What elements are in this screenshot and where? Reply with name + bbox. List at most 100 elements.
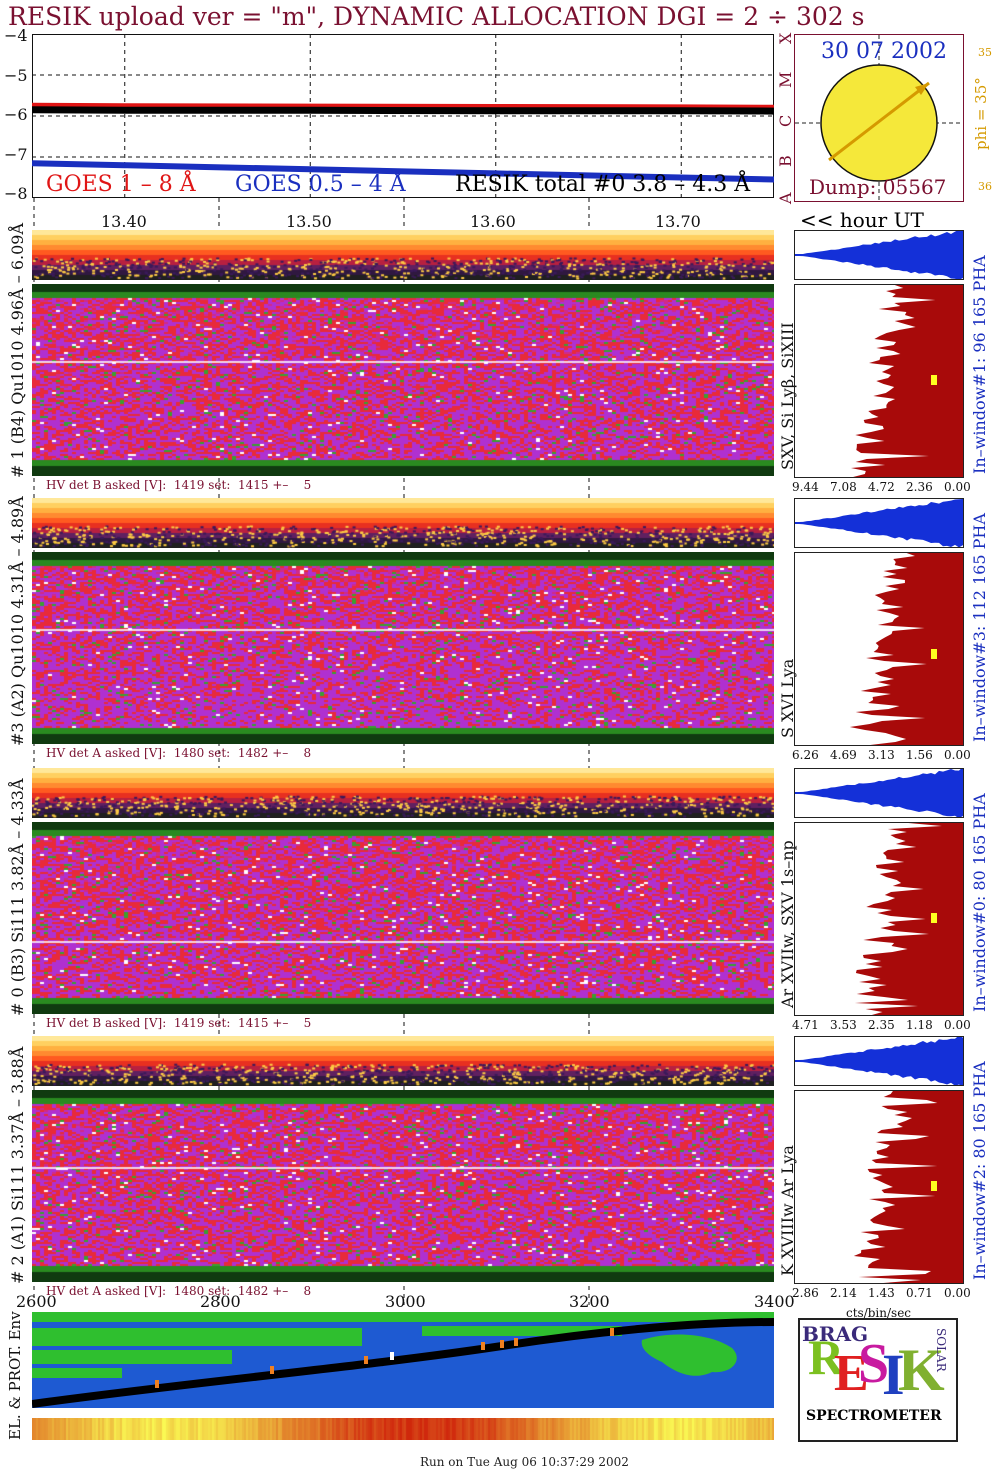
x-tick-0: 2600 — [16, 1292, 57, 1311]
window-label-2: In–window#0: 80 165 PHA — [970, 793, 989, 1012]
scale-0-3: 2.86 — [792, 1286, 819, 1300]
logo-graphic: R E S I K — [808, 1329, 945, 1407]
pha-strip-canvas — [32, 768, 774, 818]
spectrum-canvas — [32, 1090, 774, 1282]
svg-text:S: S — [858, 1333, 889, 1395]
pha-strip-3 — [32, 1036, 774, 1086]
class-a: A — [776, 192, 795, 204]
spectrum-canvas — [32, 552, 774, 744]
phi-n1: 35 — [978, 46, 992, 59]
spectrum-canvas — [32, 822, 774, 1014]
env-strip — [32, 1418, 774, 1440]
legend-resik-total: RESIK total #0 3.8 – 4.3 Å — [455, 172, 751, 197]
pha-strip-canvas — [32, 230, 774, 280]
goes-lightcurve — [32, 34, 774, 198]
spectrum-histogram-0 — [794, 284, 964, 478]
pha-histogram-3 — [794, 1035, 964, 1087]
arrow-icon — [915, 83, 929, 95]
scale-3-1: 1.56 — [906, 748, 933, 762]
scale-0-0: 9.44 — [792, 480, 819, 494]
scale-2-2: 2.35 — [868, 1018, 895, 1032]
time-tick-0: 13.40 — [101, 212, 147, 231]
goes-ytick-0: −4 — [4, 26, 28, 45]
dump-label: Dump: 05567 — [809, 175, 947, 199]
logo-solar: SOLAR — [934, 1328, 948, 1372]
spectrum-canvas — [32, 284, 774, 476]
class-b: B — [776, 155, 795, 167]
pha-strip-canvas — [32, 498, 774, 548]
pha-strip-2 — [32, 768, 774, 818]
goes-ytick-4: −8 — [4, 184, 28, 203]
scale-3-0: 2.36 — [906, 480, 933, 494]
goes-ytick-1: −5 — [4, 66, 28, 85]
goes-ytick-3: −7 — [4, 145, 28, 164]
scale-3-2: 1.18 — [906, 1018, 933, 1032]
scale-3-3: 0.71 — [906, 1286, 933, 1300]
africa-shape — [641, 1334, 737, 1376]
x-tick-1: 2800 — [200, 1292, 241, 1311]
panel-left-label-2: # 0 (B3) Si111 3.82Å – 4.33Å — [8, 778, 27, 1017]
spectrum-histogram-graphic — [851, 285, 963, 477]
pha-histogram-graphic — [795, 498, 963, 548]
window-label-1: In–window#3: 112 165 PHA — [970, 513, 989, 742]
orbit-track — [32, 1318, 774, 1408]
goes-plot — [32, 34, 774, 198]
window-label-3: In–window#2: 80 165 PHA — [970, 1061, 989, 1280]
goes-blue-series — [32, 160, 774, 183]
class-c: C — [776, 114, 795, 127]
legend-goes-red: GOES 1 – 8 Å — [46, 172, 196, 197]
pha-histogram-graphic — [795, 229, 963, 280]
logo-spectrometer: SPECTROMETER — [806, 1408, 942, 1424]
cts-label: cts/bin/sec — [846, 1306, 912, 1320]
scale-1-2: 3.53 — [830, 1018, 857, 1032]
hv-label-2: HV det B asked [V]: 1419 set: 1415 +– 5 — [46, 1016, 312, 1030]
scale-2-0: 4.72 — [868, 480, 895, 494]
phi-label: phi = 35° — [972, 77, 990, 150]
hv-label-1: HV det A asked [V]: 1480 set: 1482 +– 8 — [46, 746, 312, 760]
panel-left-label-1: #3 (A2) Qu1010 4.31Å – 4.89Å — [8, 496, 27, 746]
phi-n2: 36 — [978, 180, 992, 193]
window-label-0: In–window#1: 96 165 PHA — [970, 255, 989, 474]
spectrum-map-0 — [32, 284, 774, 476]
sun-date: 30 07 2002 — [821, 39, 947, 64]
spectrum-map-1 — [32, 552, 774, 744]
scale-4-1: 0.00 — [944, 748, 971, 762]
legend-goes-blue: GOES 0.5 – 4 Å — [235, 172, 406, 197]
pha-histogram-0 — [794, 229, 964, 280]
pha-strip-canvas — [32, 1036, 774, 1086]
earth-map — [32, 1312, 774, 1408]
panel-left-label-0: # 1 (B4) Qu1010 4.96Å – 6.09Å — [8, 222, 27, 478]
resik-logo: R E S I K BRAG SOLAR SPECTROMETER — [798, 1318, 958, 1442]
page-title: RESIK upload ver = "m", DYNAMIC ALLOCATI… — [8, 2, 865, 31]
pha-strip-0 — [32, 230, 774, 280]
spectrum-histogram-2 — [794, 822, 964, 1016]
goes-ytick-2: −6 — [4, 105, 28, 124]
scale-1-0: 7.08 — [830, 480, 857, 494]
svg-text:I: I — [882, 1342, 905, 1407]
time-tick-2: 13.60 — [470, 212, 516, 231]
run-timestamp: Run on Tue Aug 06 10:37:29 2002 — [420, 1455, 629, 1469]
spectrum-map-2 — [32, 822, 774, 1014]
hv-label-3: HV det A asked [V]: 1480 set: 1482 +– 8 — [46, 1284, 312, 1298]
env-strip-canvas — [32, 1418, 774, 1440]
svg-text:K: K — [898, 1337, 945, 1403]
map-graphic — [32, 1312, 774, 1408]
time-tick-1: 13.50 — [286, 212, 332, 231]
class-x: X — [776, 32, 795, 44]
x-tick-3: 3200 — [569, 1292, 610, 1311]
x-tick-4: 3400 — [754, 1292, 795, 1311]
class-m: M — [776, 71, 795, 88]
scale-0-1: 6.26 — [792, 748, 819, 762]
spectrum-map-3 — [32, 1090, 774, 1282]
spectrum-histogram-graphic — [854, 823, 963, 1015]
time-unit: << hour UT — [800, 208, 924, 232]
map-label: EL. & PROT. Env — [6, 1311, 24, 1440]
sun-disk-graphic — [795, 35, 963, 201]
pha-histogram-graphic — [795, 766, 963, 819]
pha-strip-1 — [32, 498, 774, 548]
spectrum-histogram-graphic — [849, 553, 963, 745]
scale-2-1: 3.13 — [868, 748, 895, 762]
sun-box: 30 07 2002 Dump: 05567 — [794, 34, 964, 202]
x-tick-2: 3000 — [385, 1292, 426, 1311]
scale-1-1: 4.69 — [830, 748, 857, 762]
